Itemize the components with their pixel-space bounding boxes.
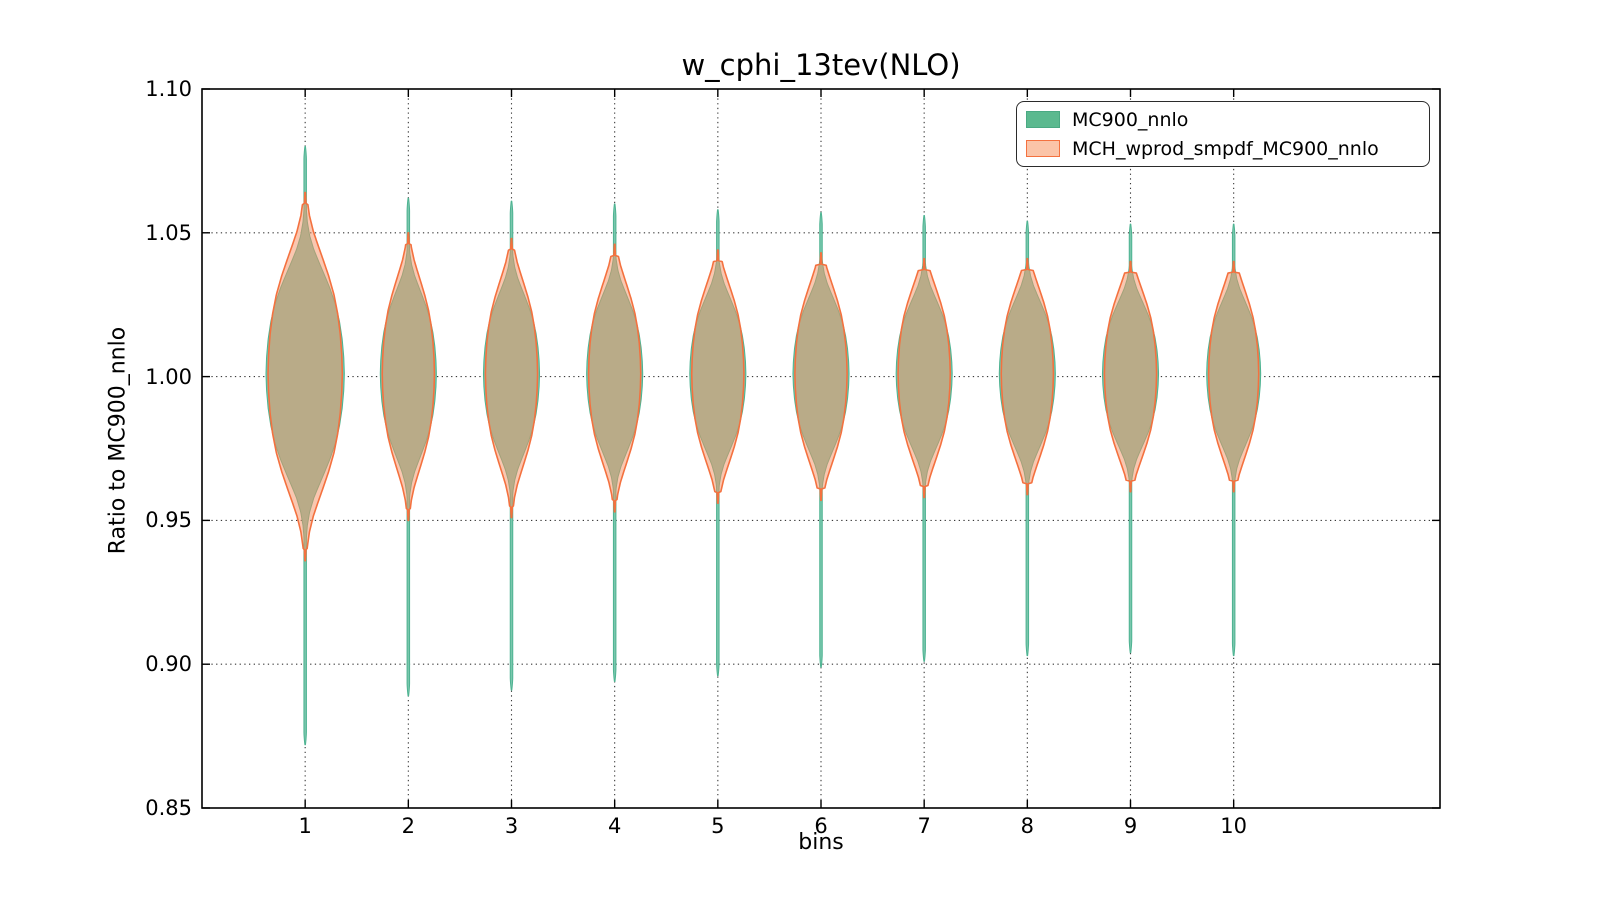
chart-title: w_cphi_13tev(NLO) — [681, 48, 961, 82]
y-tick-label: 1.10 — [145, 77, 192, 101]
legend: MC900_nnlo MCH_wprod_smpdf_MC900_nnlo — [1016, 101, 1430, 167]
y-axis-label: Ratio to MC900_nnlo — [105, 326, 131, 555]
legend-label: MC900_nnlo — [1072, 108, 1189, 131]
y-tick-label: 0.90 — [145, 652, 192, 677]
violin-MCH_wprod_smpdf_MC900_nnlo-bin6 — [794, 252, 848, 502]
violin-MCH_wprod_smpdf_MC900_nnlo-bin5 — [690, 249, 745, 504]
x-axis-label: bins — [798, 830, 844, 855]
x-tick-label: 5 — [711, 814, 725, 838]
x-tick-label: 2 — [401, 814, 416, 838]
violin-MCH_wprod_smpdf_MC900_nnlo-bin3 — [484, 237, 539, 519]
x-tick-label: 8 — [1020, 814, 1035, 838]
axes-frame — [201, 88, 1441, 809]
violin-MCH_wprod_smpdf_MC900_nnlo-bin9 — [1103, 260, 1158, 493]
y-tick-label: 1.00 — [145, 364, 192, 389]
x-tick-label: 3 — [504, 814, 519, 838]
legend-label: MCH_wprod_smpdf_MC900_nnlo — [1072, 137, 1379, 160]
x-tick-label: 9 — [1123, 814, 1138, 838]
violin-MCH_wprod_smpdf_MC900_nnlo-bin2 — [381, 232, 436, 522]
x-tick-label: 1 — [298, 814, 312, 838]
y-tick-label: 0.85 — [145, 796, 192, 820]
violin-MCH_wprod_smpdf_MC900_nnlo-bin7 — [897, 257, 952, 499]
x-tick-label: 7 — [917, 814, 931, 838]
violin-MCH_wprod_smpdf_MC900_nnlo-bin1 — [267, 191, 344, 562]
violin-MCH_wprod_smpdf_MC900_nnlo-bin4 — [587, 243, 642, 513]
violin-MCH_wprod_smpdf_MC900_nnlo-bin10 — [1207, 260, 1260, 493]
y-tick-label: 0.95 — [145, 508, 192, 533]
legend-item-mch-wprod-smpdf-mc900-nnlo: MCH_wprod_smpdf_MC900_nnlo — [1026, 136, 1429, 162]
x-tick-label: 6 — [814, 814, 828, 838]
legend-swatch-green — [1026, 111, 1060, 128]
x-tick-label: 10 — [1220, 814, 1248, 838]
violin-MCH_wprod_smpdf_MC900_nnlo-bin8 — [1000, 257, 1055, 496]
y-tick-label: 1.05 — [145, 220, 192, 245]
x-tick-label: 4 — [607, 814, 622, 838]
legend-item-mc900-nnlo: MC900_nnlo — [1026, 107, 1429, 133]
legend-swatch-orange — [1026, 140, 1060, 157]
